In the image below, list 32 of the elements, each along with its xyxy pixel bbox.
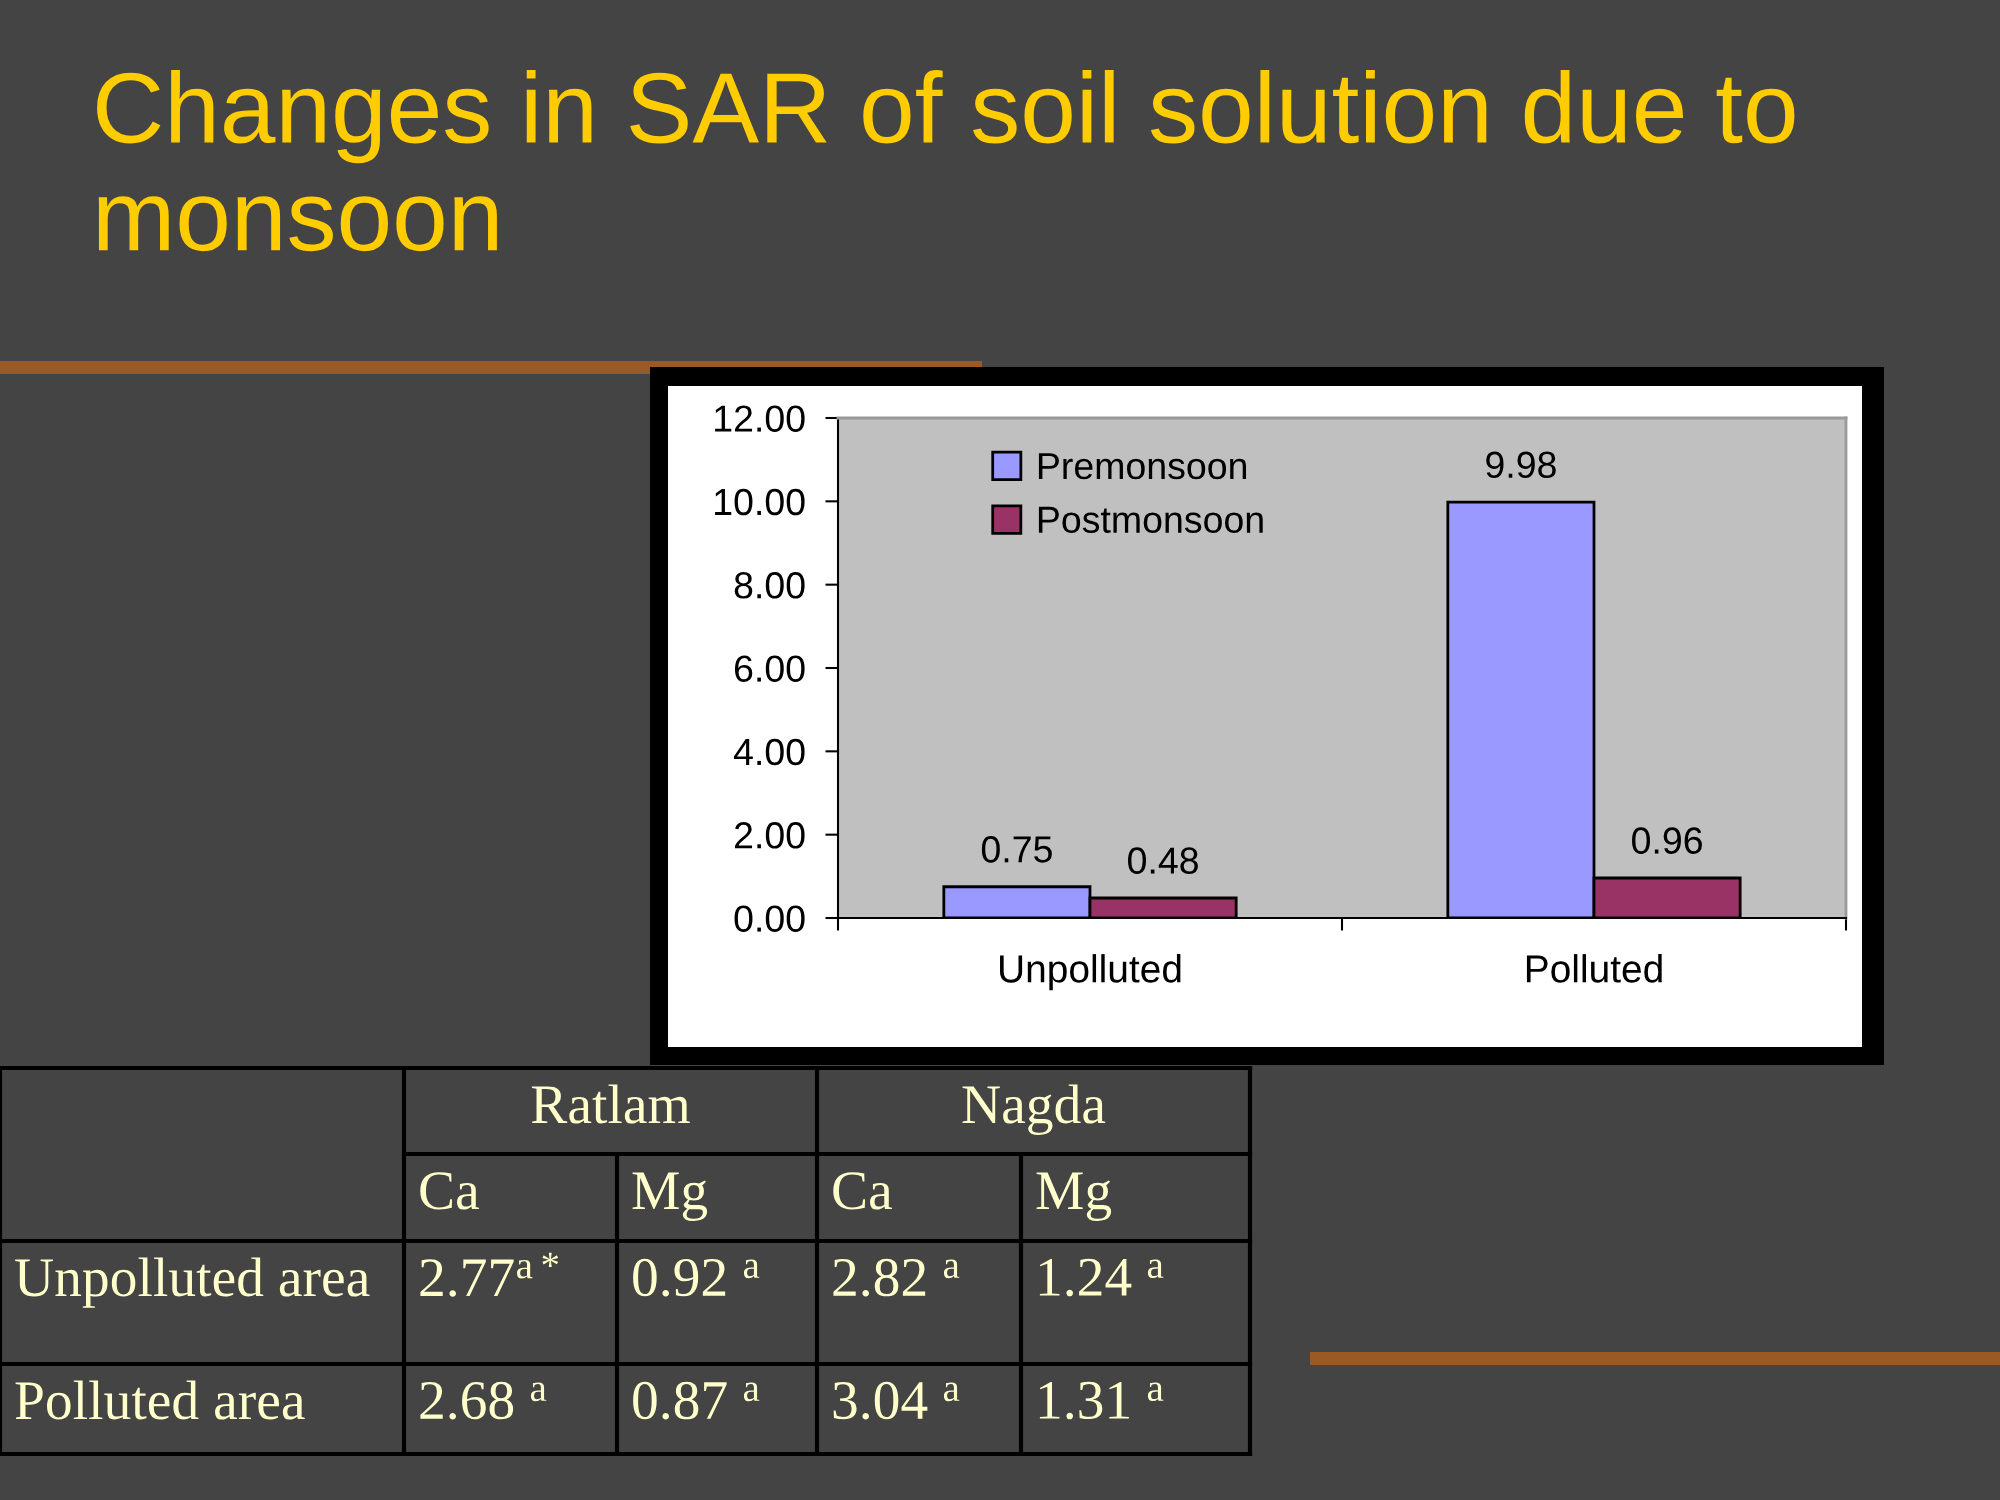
y-tick-label: 2.00 xyxy=(734,822,805,849)
text: 2.82 $^{a}$ xyxy=(833,1258,960,1297)
text: 1.24 $^{a}$ xyxy=(1039,1258,1164,1297)
text: 1.31 $^{a}$ xyxy=(1039,1381,1164,1420)
text: 2.68 $^{a}$ xyxy=(420,1381,547,1420)
y-tick-label: 12.00 xyxy=(715,405,805,432)
x-tick-label: Polluted xyxy=(1526,954,1662,983)
data-label: 0.48 xyxy=(1128,847,1198,874)
text: Mg xyxy=(632,1172,708,1221)
y-tick-label: 4.00 xyxy=(733,738,805,766)
text: Ca xyxy=(420,1172,479,1210)
text: 0.92 $^{a}$ xyxy=(633,1258,760,1297)
data-label: 0.75 xyxy=(981,836,1052,863)
data-label: 9.98 xyxy=(1486,451,1556,479)
text: 2.77$^{a*}$ xyxy=(420,1252,559,1297)
legend-label: Premonsoon xyxy=(1038,453,1247,480)
y-tick-label: 10.00 xyxy=(715,488,805,516)
text: 0.87 $^{a}$ xyxy=(633,1381,760,1420)
y-tick-label: 6.00 xyxy=(734,655,805,682)
text: Ca xyxy=(833,1172,892,1210)
text: 3.04 $^{a}$ xyxy=(833,1381,960,1420)
y-tick-label: 8.00 xyxy=(734,572,805,599)
legend-label: Postmonsoon xyxy=(1038,506,1263,533)
text: Nagda xyxy=(962,1084,1106,1135)
y-tick-label: 0.00 xyxy=(734,905,805,932)
text: Polluted area xyxy=(15,1380,305,1420)
text: Mg xyxy=(1036,1172,1112,1221)
data-label: 0.96 xyxy=(1632,827,1702,854)
x-tick-label: Unpolluted xyxy=(1000,954,1181,991)
text: Unpolluted area xyxy=(15,1257,370,1308)
text: Ratlam xyxy=(531,1084,690,1124)
chart-title: Changes in SAR of soil solution due to monsoon xyxy=(97,70,1795,252)
